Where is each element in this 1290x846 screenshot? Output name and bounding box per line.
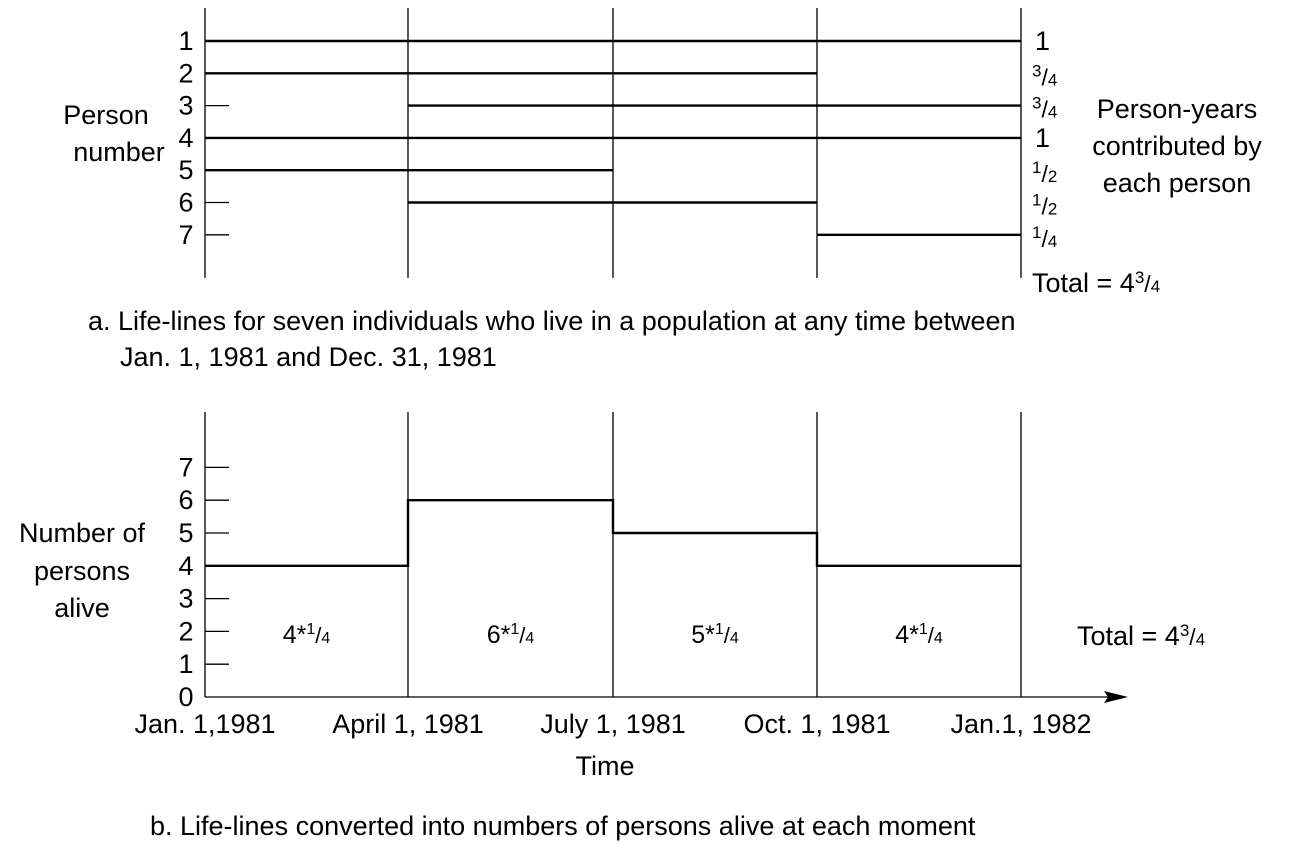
panel-a-total-slash: / bbox=[1144, 271, 1151, 297]
panel-b-ylabel-line2: persons bbox=[34, 556, 130, 586]
panel-a-right-label-line3: each person bbox=[1103, 168, 1252, 198]
panel-a-caption-cont: Jan. 1, 1981 and Dec. 31, 1981 bbox=[120, 342, 497, 372]
person-years-value: 1/4 bbox=[1032, 223, 1057, 252]
person-number-label: 2 bbox=[178, 58, 193, 88]
person-number-label: 4 bbox=[178, 123, 193, 153]
segment-area-label-slash: / bbox=[928, 623, 935, 648]
panel-a-ylabel-line2: number bbox=[73, 137, 165, 167]
segment-area-label-den: 4 bbox=[730, 630, 739, 647]
segment-area-label-count: 4* bbox=[283, 621, 307, 649]
person-years-value: 1 bbox=[1035, 123, 1050, 153]
panel-b-caption: b. Life-lines converted into numbers of … bbox=[150, 811, 976, 841]
panel-b-y-tick-label: 3 bbox=[178, 584, 193, 614]
panel-a-right-label-line2: contributed by bbox=[1092, 131, 1262, 161]
person-number-label: 3 bbox=[178, 91, 193, 121]
segment-area-label-den: 4 bbox=[934, 630, 943, 647]
panel-b-y-tick-label: 2 bbox=[178, 616, 193, 646]
panel-a-total-num: 3 bbox=[1135, 268, 1144, 287]
person-years-value: 3/4 bbox=[1032, 61, 1057, 90]
panel-b-total-den: 4 bbox=[1196, 630, 1205, 649]
segment-area-label-slash: / bbox=[724, 623, 731, 648]
person-number-label: 7 bbox=[178, 220, 193, 250]
person-years-value-slash: / bbox=[1041, 161, 1048, 187]
person-number-label: 1 bbox=[178, 26, 193, 56]
panel-a-total: Total = 43/4 bbox=[1032, 268, 1160, 298]
person-years-value-den: 2 bbox=[1048, 167, 1057, 186]
person-years-value-num: 1 bbox=[1032, 191, 1041, 210]
panel-b-x-tick-label: Jan.1, 1982 bbox=[950, 709, 1091, 739]
person-years-value-den: 4 bbox=[1048, 70, 1057, 89]
panel-a-lifelines: Person number Person-years contributed b… bbox=[63, 8, 1262, 372]
person-years-value-num: 3 bbox=[1032, 61, 1041, 80]
panel-a-caption: a. Life-lines for seven individuals who … bbox=[88, 306, 1016, 336]
panel-b-total-num: 3 bbox=[1180, 621, 1189, 640]
panel-b-total-slash: / bbox=[1189, 624, 1196, 650]
panel-a-total-text: Total = 4 bbox=[1032, 268, 1135, 298]
segment-area-label-count: 6* bbox=[487, 621, 511, 649]
segment-area-label-num: 1 bbox=[715, 621, 724, 638]
person-years-value-slash: / bbox=[1041, 97, 1048, 123]
person-years-value-slash: / bbox=[1041, 226, 1048, 252]
segment-area-label-count: 5* bbox=[691, 621, 715, 649]
panel-b-x-tick-label: April 1, 1981 bbox=[332, 709, 484, 739]
segment-area-label: 6*1/4 bbox=[487, 621, 535, 649]
person-years-value-num: 3 bbox=[1032, 94, 1041, 113]
panel-b-y-tick-label: 5 bbox=[178, 518, 193, 548]
person-years-value-slash: / bbox=[1041, 64, 1048, 90]
panel-a-ylabel-line1: Person bbox=[63, 100, 149, 130]
person-years-value-num: 1 bbox=[1032, 158, 1041, 177]
panel-b-x-tick-label: July 1, 1981 bbox=[540, 709, 686, 739]
segment-area-label-count: 4* bbox=[895, 621, 919, 649]
panel-b-xlabel: Time bbox=[576, 751, 635, 781]
panel-a-total-den: 4 bbox=[1151, 277, 1160, 296]
person-years-value-slash: / bbox=[1041, 194, 1048, 220]
segment-area-label-den: 4 bbox=[525, 630, 534, 647]
persons-alive-step-line bbox=[205, 499, 1021, 567]
panel-b-y-tick-label: 6 bbox=[178, 485, 193, 515]
person-years-value: 3/4 bbox=[1032, 94, 1057, 123]
panel-a-right-label-line1: Person-years bbox=[1097, 94, 1258, 124]
segment-area-label-num: 1 bbox=[306, 621, 315, 638]
segment-area-label-den: 4 bbox=[321, 630, 330, 647]
segment-area-label: 4*1/4 bbox=[895, 621, 943, 649]
panel-b-y-tick-label: 0 bbox=[178, 682, 193, 712]
panel-b-ylabel-line1: Number of bbox=[19, 518, 146, 548]
segment-area-label-slash: / bbox=[315, 623, 322, 648]
panel-b-total: Total = 43/4 bbox=[1077, 621, 1205, 651]
panel-b-x-axis-arrow bbox=[1104, 691, 1128, 703]
panel-b-x-tick-label: Oct. 1, 1981 bbox=[743, 709, 890, 739]
panel-b-x-tick-label: Jan. 1,1981 bbox=[134, 709, 275, 739]
person-years-value-den: 4 bbox=[1048, 232, 1057, 251]
person-number-label: 6 bbox=[178, 188, 193, 218]
segment-area-label-slash: / bbox=[519, 623, 526, 648]
panel-b-ylabel-line3: alive bbox=[54, 593, 110, 623]
segment-area-label: 5*1/4 bbox=[691, 621, 739, 649]
person-years-value: 1 bbox=[1035, 26, 1050, 56]
panel-b-y-tick-label: 1 bbox=[178, 649, 193, 679]
person-years-value: 1/2 bbox=[1032, 158, 1057, 187]
person-years-value: 1/2 bbox=[1032, 191, 1057, 220]
panel-b-total-text: Total = 4 bbox=[1077, 621, 1180, 651]
person-number-label: 5 bbox=[178, 155, 193, 185]
segment-area-label-num: 1 bbox=[510, 621, 519, 638]
panel-b-y-tick-label: 4 bbox=[178, 551, 193, 581]
segment-area-label: 4*1/4 bbox=[283, 621, 331, 649]
panel-b-y-tick-label: 7 bbox=[178, 452, 193, 482]
person-years-value-num: 1 bbox=[1032, 223, 1041, 242]
person-years-value-den: 4 bbox=[1048, 103, 1057, 122]
segment-area-label-num: 1 bbox=[919, 621, 928, 638]
person-years-value-den: 2 bbox=[1048, 200, 1057, 219]
panel-b-persons-alive: Number of persons alive Time b. Life-lin… bbox=[19, 412, 1205, 841]
